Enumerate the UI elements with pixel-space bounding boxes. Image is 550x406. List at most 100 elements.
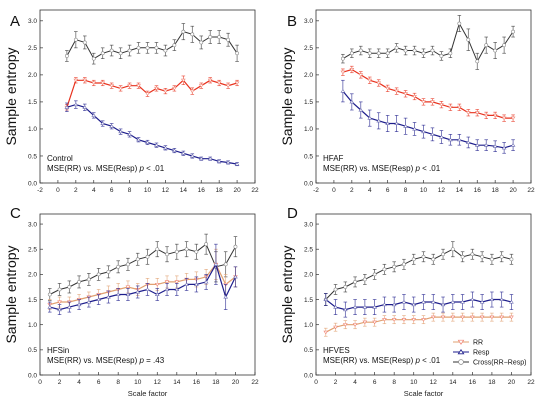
data-point <box>412 126 417 131</box>
data-point <box>86 277 91 282</box>
legend-marker <box>457 348 465 355</box>
y-tick-label: 0.5 <box>28 153 37 160</box>
x-tick-label: 8 <box>116 379 120 386</box>
data-point <box>127 84 132 88</box>
series-resp <box>47 243 238 315</box>
data-point <box>403 48 408 53</box>
comparison-label: MSE(RR) vs. MSE(Resp) p < .01 <box>323 164 441 173</box>
series-line <box>66 31 238 60</box>
data-point <box>362 277 367 282</box>
data-point <box>213 262 219 266</box>
data-point <box>358 48 363 53</box>
data-point <box>340 70 346 75</box>
data-point <box>352 323 358 327</box>
data-point <box>91 113 97 117</box>
data-point <box>430 132 435 136</box>
comparison-label: MSE(RR) vs. MSE(Resp) p < .01 <box>323 356 441 365</box>
x-tick-label: 18 <box>212 379 220 386</box>
data-point <box>323 330 329 335</box>
data-point <box>411 257 416 262</box>
x-tick-label: 20 <box>232 379 240 386</box>
data-point <box>465 140 471 144</box>
data-point <box>216 81 222 86</box>
data-point <box>174 280 180 285</box>
data-point <box>456 137 462 142</box>
data-point <box>460 254 465 259</box>
x-tick-label: 20 <box>233 187 241 194</box>
data-point <box>174 249 179 254</box>
data-point <box>164 280 170 285</box>
data-point <box>430 100 435 105</box>
data-point <box>190 32 195 37</box>
data-point <box>483 143 489 147</box>
data-point <box>501 145 507 150</box>
data-point <box>382 318 387 322</box>
data-point <box>67 285 72 289</box>
x-tick-label: 18 <box>216 187 224 194</box>
data-point <box>349 67 355 72</box>
data-point <box>456 105 462 110</box>
data-point <box>204 242 209 247</box>
condition-label: Control <box>47 154 73 163</box>
data-point <box>57 300 62 305</box>
y-tick-label: 2.0 <box>304 272 313 279</box>
x-tick-label: 18 <box>488 379 496 386</box>
data-point <box>184 282 189 286</box>
data-point <box>421 129 426 134</box>
data-point <box>394 45 399 50</box>
series-cross <box>64 23 239 65</box>
data-point <box>430 299 436 304</box>
x-tick-label: 2 <box>334 379 338 386</box>
data-point <box>136 137 141 142</box>
data-point <box>402 262 406 267</box>
series-line <box>342 22 514 63</box>
data-point <box>439 134 444 139</box>
x-tick-label: 22 <box>527 187 535 194</box>
data-point <box>479 315 485 320</box>
comparison-text: MSE(RR) vs. MSE(Resp) <box>47 164 139 173</box>
data-point <box>333 325 338 330</box>
data-point <box>349 99 355 104</box>
data-point <box>82 105 88 109</box>
data-point <box>73 102 79 107</box>
comparison-label: MSE(RR) vs. MSE(Resp) p = .43 <box>47 356 165 365</box>
data-point <box>430 315 436 320</box>
series-rr <box>340 65 516 122</box>
x-tick-label: 6 <box>97 379 101 386</box>
series-resp <box>323 291 514 318</box>
x-tick-label: 8 <box>392 379 396 386</box>
y-tick-label: 1.0 <box>28 322 37 329</box>
data-point <box>340 88 346 93</box>
plot-frame <box>39 213 256 376</box>
data-point <box>333 304 338 309</box>
p-value: = .43 <box>144 356 165 365</box>
x-tick-label: 14 <box>180 187 188 194</box>
plot-frame <box>315 213 532 376</box>
data-point <box>145 92 150 96</box>
comparison-text: MSE(RR) vs. MSE(Resp) <box>323 164 415 173</box>
data-point <box>352 304 358 309</box>
panel-label: C <box>10 205 21 222</box>
data-point <box>91 56 96 61</box>
data-point <box>489 315 495 320</box>
data-point <box>165 252 169 257</box>
data-point <box>115 292 121 296</box>
panel-d: D 0 2 4 6 8 10 12 14 16 18 20 22 0.0 0.5 1.0 1.5 2.0 2.5 3.… <box>279 205 535 398</box>
data-point <box>154 143 159 147</box>
data-point <box>489 297 495 302</box>
data-point <box>189 153 195 158</box>
data-point <box>439 54 444 58</box>
panel-a: A -2 0 2 4 6 8 10 12 14 16 18 20 22 0.0 0.5 1.0 1.5 2.0 2.5… <box>3 9 259 194</box>
data-point <box>172 148 177 153</box>
y-axis-label: Sample entropy <box>279 47 295 145</box>
data-point <box>194 249 199 254</box>
data-point <box>470 252 475 257</box>
x-tick-label: 14 <box>173 379 181 386</box>
p-symbol: p <box>414 356 420 365</box>
x-tick-label: 16 <box>193 379 201 386</box>
y-tick-label: 2.5 <box>28 45 37 52</box>
data-point <box>474 111 480 115</box>
series-line <box>325 316 512 333</box>
data-point <box>145 254 150 259</box>
data-point <box>154 282 160 287</box>
